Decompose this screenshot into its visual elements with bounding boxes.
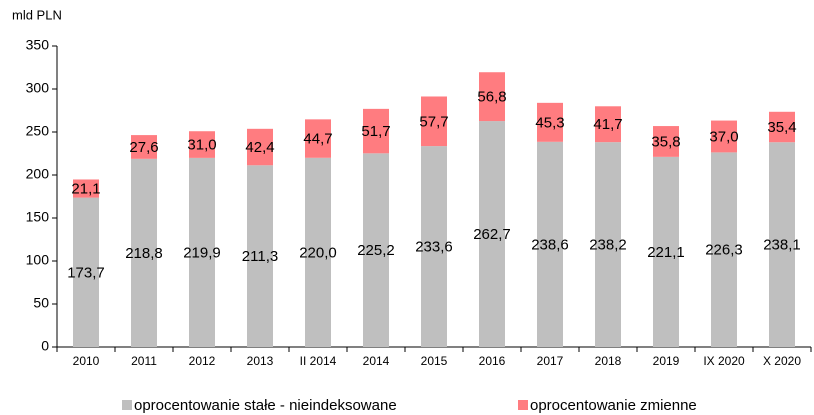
bar-segment (131, 158, 157, 347)
x-tick-label: II 2014 (300, 354, 337, 368)
bar-segment (653, 156, 679, 347)
bar-segment (479, 72, 505, 122)
x-tick-label: X 2020 (763, 354, 801, 368)
value-label: 51,7 (361, 123, 390, 140)
value-label: 262,7 (473, 226, 511, 243)
bar-segment (131, 135, 157, 159)
bar-segment (421, 146, 447, 347)
value-label: 173,7 (67, 264, 105, 281)
value-label: 238,2 (589, 237, 627, 254)
bar-segment (363, 108, 389, 154)
y-tick-label: 300 (26, 80, 50, 96)
value-label: 238,6 (531, 236, 569, 253)
bar-segment (73, 179, 99, 198)
value-label: 233,6 (415, 239, 453, 256)
y-tick-label: 100 (26, 252, 50, 268)
bar-segment (479, 121, 505, 347)
bar-segment (711, 120, 737, 153)
bar-segment (595, 106, 621, 143)
value-label: 211,3 (242, 248, 278, 265)
y-tick-label: 50 (33, 295, 49, 311)
legend-label: oprocentowanie zmienne (530, 397, 697, 414)
value-label: 35,8 (651, 133, 680, 150)
x-tick-label: 2019 (653, 354, 680, 368)
bar-segment (247, 165, 273, 347)
value-label: 220,0 (299, 244, 337, 261)
y-tick-label: 150 (26, 209, 50, 225)
bar-segment (421, 96, 447, 147)
x-tick-label: 2017 (537, 354, 564, 368)
value-label: 44,7 (303, 131, 332, 148)
bar-segment (189, 157, 215, 347)
legend-swatch (122, 400, 132, 410)
x-tick-label: 2012 (189, 354, 216, 368)
value-label: 27,6 (129, 139, 158, 156)
value-label: 218,8 (125, 245, 163, 262)
bar-segment (537, 141, 563, 347)
legend-label: oprocentowanie stałe - nieindeksowane (134, 397, 397, 414)
x-tick-label: 2018 (595, 354, 622, 368)
y-tick-label: 250 (26, 123, 50, 139)
x-tick-label: 2011 (131, 354, 157, 368)
x-tick-label: 2016 (479, 354, 506, 368)
value-label: 21,1 (71, 181, 100, 198)
value-label: 57,7 (419, 113, 448, 130)
value-label: 221,1 (647, 244, 685, 261)
value-label: 42,4 (245, 139, 274, 156)
value-label: 226,3 (705, 242, 743, 259)
value-label: 238,1 (763, 237, 801, 254)
bar-segment (305, 157, 331, 347)
bar-segment (73, 197, 99, 347)
value-label: 45,3 (535, 114, 564, 131)
bar-segment (247, 128, 273, 166)
value-label: 56,8 (477, 89, 506, 106)
bar-segment (189, 131, 215, 158)
value-label: 219,9 (183, 244, 221, 261)
y-tick-label: 0 (41, 338, 49, 354)
bar-segment (595, 142, 621, 347)
legend-swatch (518, 400, 528, 410)
value-label: 31,0 (187, 137, 216, 154)
bar-segment (769, 142, 795, 347)
bar-segment (711, 152, 737, 347)
x-tick-label: 2015 (421, 354, 448, 368)
value-label: 225,2 (357, 242, 395, 259)
value-label: 37,0 (709, 128, 738, 145)
x-tick-label: 2010 (73, 354, 100, 368)
x-tick-label: IX 2020 (703, 354, 745, 368)
bar-segment (769, 111, 795, 143)
bar-segment (305, 119, 331, 158)
bar-segment (537, 102, 563, 142)
bar-segment (653, 126, 679, 157)
y-axis-label: mld PLN (12, 7, 62, 22)
value-label: 41,7 (593, 116, 622, 133)
y-tick-label: 200 (26, 166, 50, 182)
y-tick-label: 350 (26, 37, 50, 53)
bar-segment (363, 153, 389, 347)
x-tick-label: 2013 (247, 354, 274, 368)
value-label: 35,4 (767, 119, 796, 136)
x-tick-label: 2014 (363, 354, 390, 368)
